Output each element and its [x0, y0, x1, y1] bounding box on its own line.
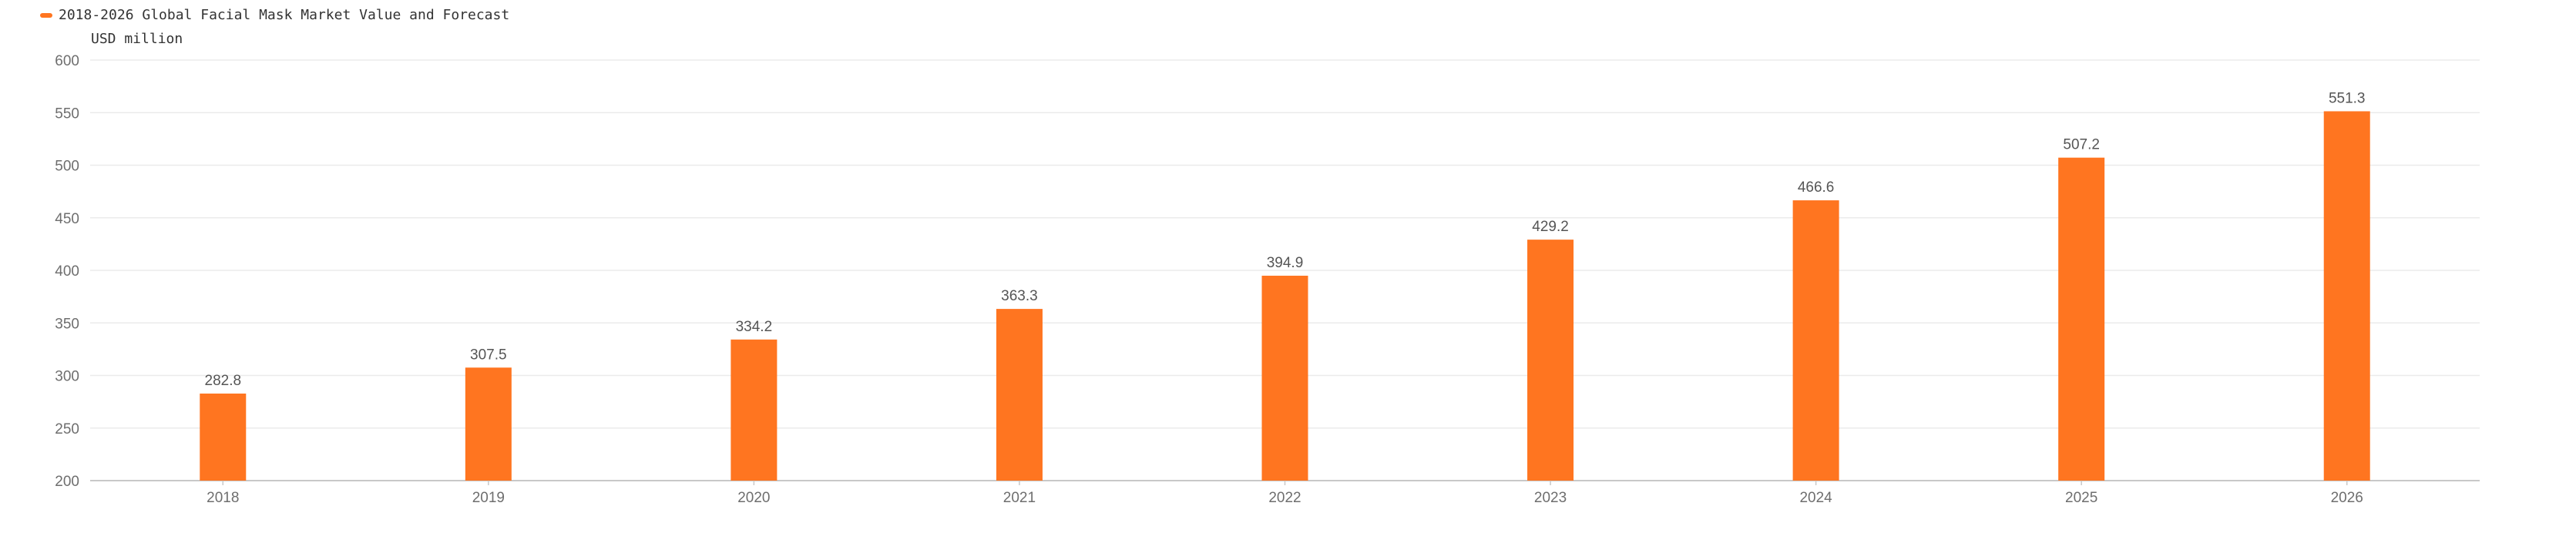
- y-tick-label: 600: [55, 53, 79, 69]
- bar: [1261, 275, 1308, 481]
- x-tick-label: 2021: [1003, 490, 1036, 506]
- bar: [996, 309, 1043, 481]
- bar-value-label: 507.2: [2063, 137, 2100, 153]
- bar: [200, 393, 247, 481]
- y-tick-label: 550: [55, 106, 79, 122]
- bar: [730, 339, 778, 481]
- legend-swatch: [40, 12, 52, 18]
- y-tick-label: 200: [55, 474, 79, 490]
- y-tick-label: 450: [55, 211, 79, 227]
- bar-value-label: 466.6: [1798, 179, 1835, 196]
- x-tick-label: 2020: [737, 490, 770, 506]
- bar-value-label: 429.2: [1532, 219, 1569, 235]
- x-tick-label: 2023: [1534, 490, 1567, 506]
- y-axis-unit-label: USD million: [91, 31, 183, 47]
- y-tick-label: 250: [55, 421, 79, 437]
- bar-value-label: 551.3: [2329, 90, 2366, 106]
- x-tick-label: 2019: [472, 490, 505, 506]
- bar: [2323, 111, 2370, 481]
- bar: [1527, 240, 1574, 481]
- bar-value-label: 363.3: [1001, 288, 1038, 304]
- y-tick-label: 350: [55, 316, 79, 332]
- x-tick-label: 2025: [2065, 490, 2097, 506]
- y-tick-label: 400: [55, 263, 79, 280]
- y-tick-label: 300: [55, 369, 79, 385]
- legend: 2018-2026 Global Facial Mask Market Valu…: [40, 7, 509, 23]
- x-tick-label: 2022: [1268, 490, 1301, 506]
- legend-label: 2018-2026 Global Facial Mask Market Valu…: [59, 7, 510, 23]
- bar-value-label: 334.2: [736, 319, 773, 335]
- bar-value-label: 282.8: [205, 373, 242, 389]
- bar: [2058, 157, 2105, 481]
- bar-value-label: 307.5: [470, 347, 507, 363]
- bar: [465, 367, 512, 481]
- bar: [1792, 200, 1839, 481]
- x-tick-label: 2026: [2331, 490, 2363, 506]
- x-tick-label: 2024: [1799, 490, 1832, 506]
- x-tick-label: 2018: [207, 490, 239, 506]
- y-tick-label: 500: [55, 159, 79, 175]
- bar-value-label: 394.9: [1267, 255, 1304, 271]
